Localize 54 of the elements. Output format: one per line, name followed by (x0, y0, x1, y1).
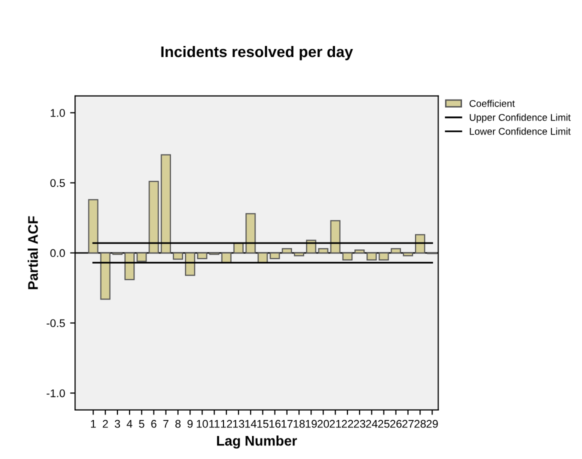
x-tick-label: 21 (330, 420, 341, 428)
y-tick-label: 1.0 (50, 109, 65, 117)
x-tick-label: 28 (414, 420, 426, 428)
x-tick-label: 23 (354, 420, 366, 428)
y-tick-label: 0.5 (50, 179, 65, 187)
bar (172, 252, 184, 260)
x-tick-label: 13 (233, 420, 244, 428)
bar (318, 248, 328, 254)
x-tick-label: 2 (102, 420, 108, 428)
bar (282, 248, 292, 254)
bar (390, 248, 401, 254)
x-tick-label: 24 (366, 420, 378, 428)
x-tick-label: 18 (294, 420, 305, 428)
x-tick-label: 12 (221, 420, 232, 428)
x-tick-label: 3 (114, 420, 120, 428)
x-tick-label: 16 (269, 420, 281, 428)
x-tick-label: 6 (151, 420, 156, 428)
x-tick-label: 19 (306, 420, 317, 428)
legend-label: Upper Confidence Limit (470, 114, 571, 123)
x-tick-label: 26 (390, 420, 402, 428)
y-axis-title: Partial ACF (28, 216, 38, 290)
legend-label: Lower Confidence Limit (470, 128, 571, 135)
x-tick-label: 11 (209, 420, 220, 428)
bar (414, 234, 426, 254)
x-tick-label: 22 (342, 420, 354, 428)
bar (124, 252, 135, 280)
x-tick-label: 1 (90, 420, 96, 428)
bar (330, 220, 340, 254)
bar (294, 252, 304, 256)
y-tick-label: 0.0 (50, 249, 65, 258)
x-tick-label: 20 (318, 420, 329, 428)
x-tick-label: 27 (402, 420, 414, 428)
x-tick-label: 15 (257, 420, 268, 428)
x-tick-label: 5 (139, 420, 144, 428)
x-tick-label: 7 (163, 420, 168, 428)
x-tick-label: 25 (378, 420, 390, 428)
legend-label: Coefficient (470, 100, 515, 107)
x-tick-label: 29 (426, 420, 438, 428)
chart-title: Incidents resolved per day (161, 46, 353, 60)
x-tick-label: 17 (282, 420, 293, 428)
y-tick-label: -1.0 (46, 389, 65, 398)
bar (402, 252, 414, 256)
x-axis-title: Lag Number (217, 436, 297, 449)
bar (342, 252, 353, 260)
x-tick-label: 4 (126, 420, 132, 428)
bar (184, 252, 196, 276)
x-tick-label: 9 (188, 420, 193, 428)
x-tick-label: 14 (245, 420, 256, 428)
bar (160, 154, 171, 254)
y-tick-label: -0.5 (46, 319, 65, 328)
x-tick-label: 10 (196, 420, 208, 428)
bar (246, 213, 256, 254)
bar (354, 250, 365, 254)
x-tick-label: 8 (175, 420, 181, 428)
